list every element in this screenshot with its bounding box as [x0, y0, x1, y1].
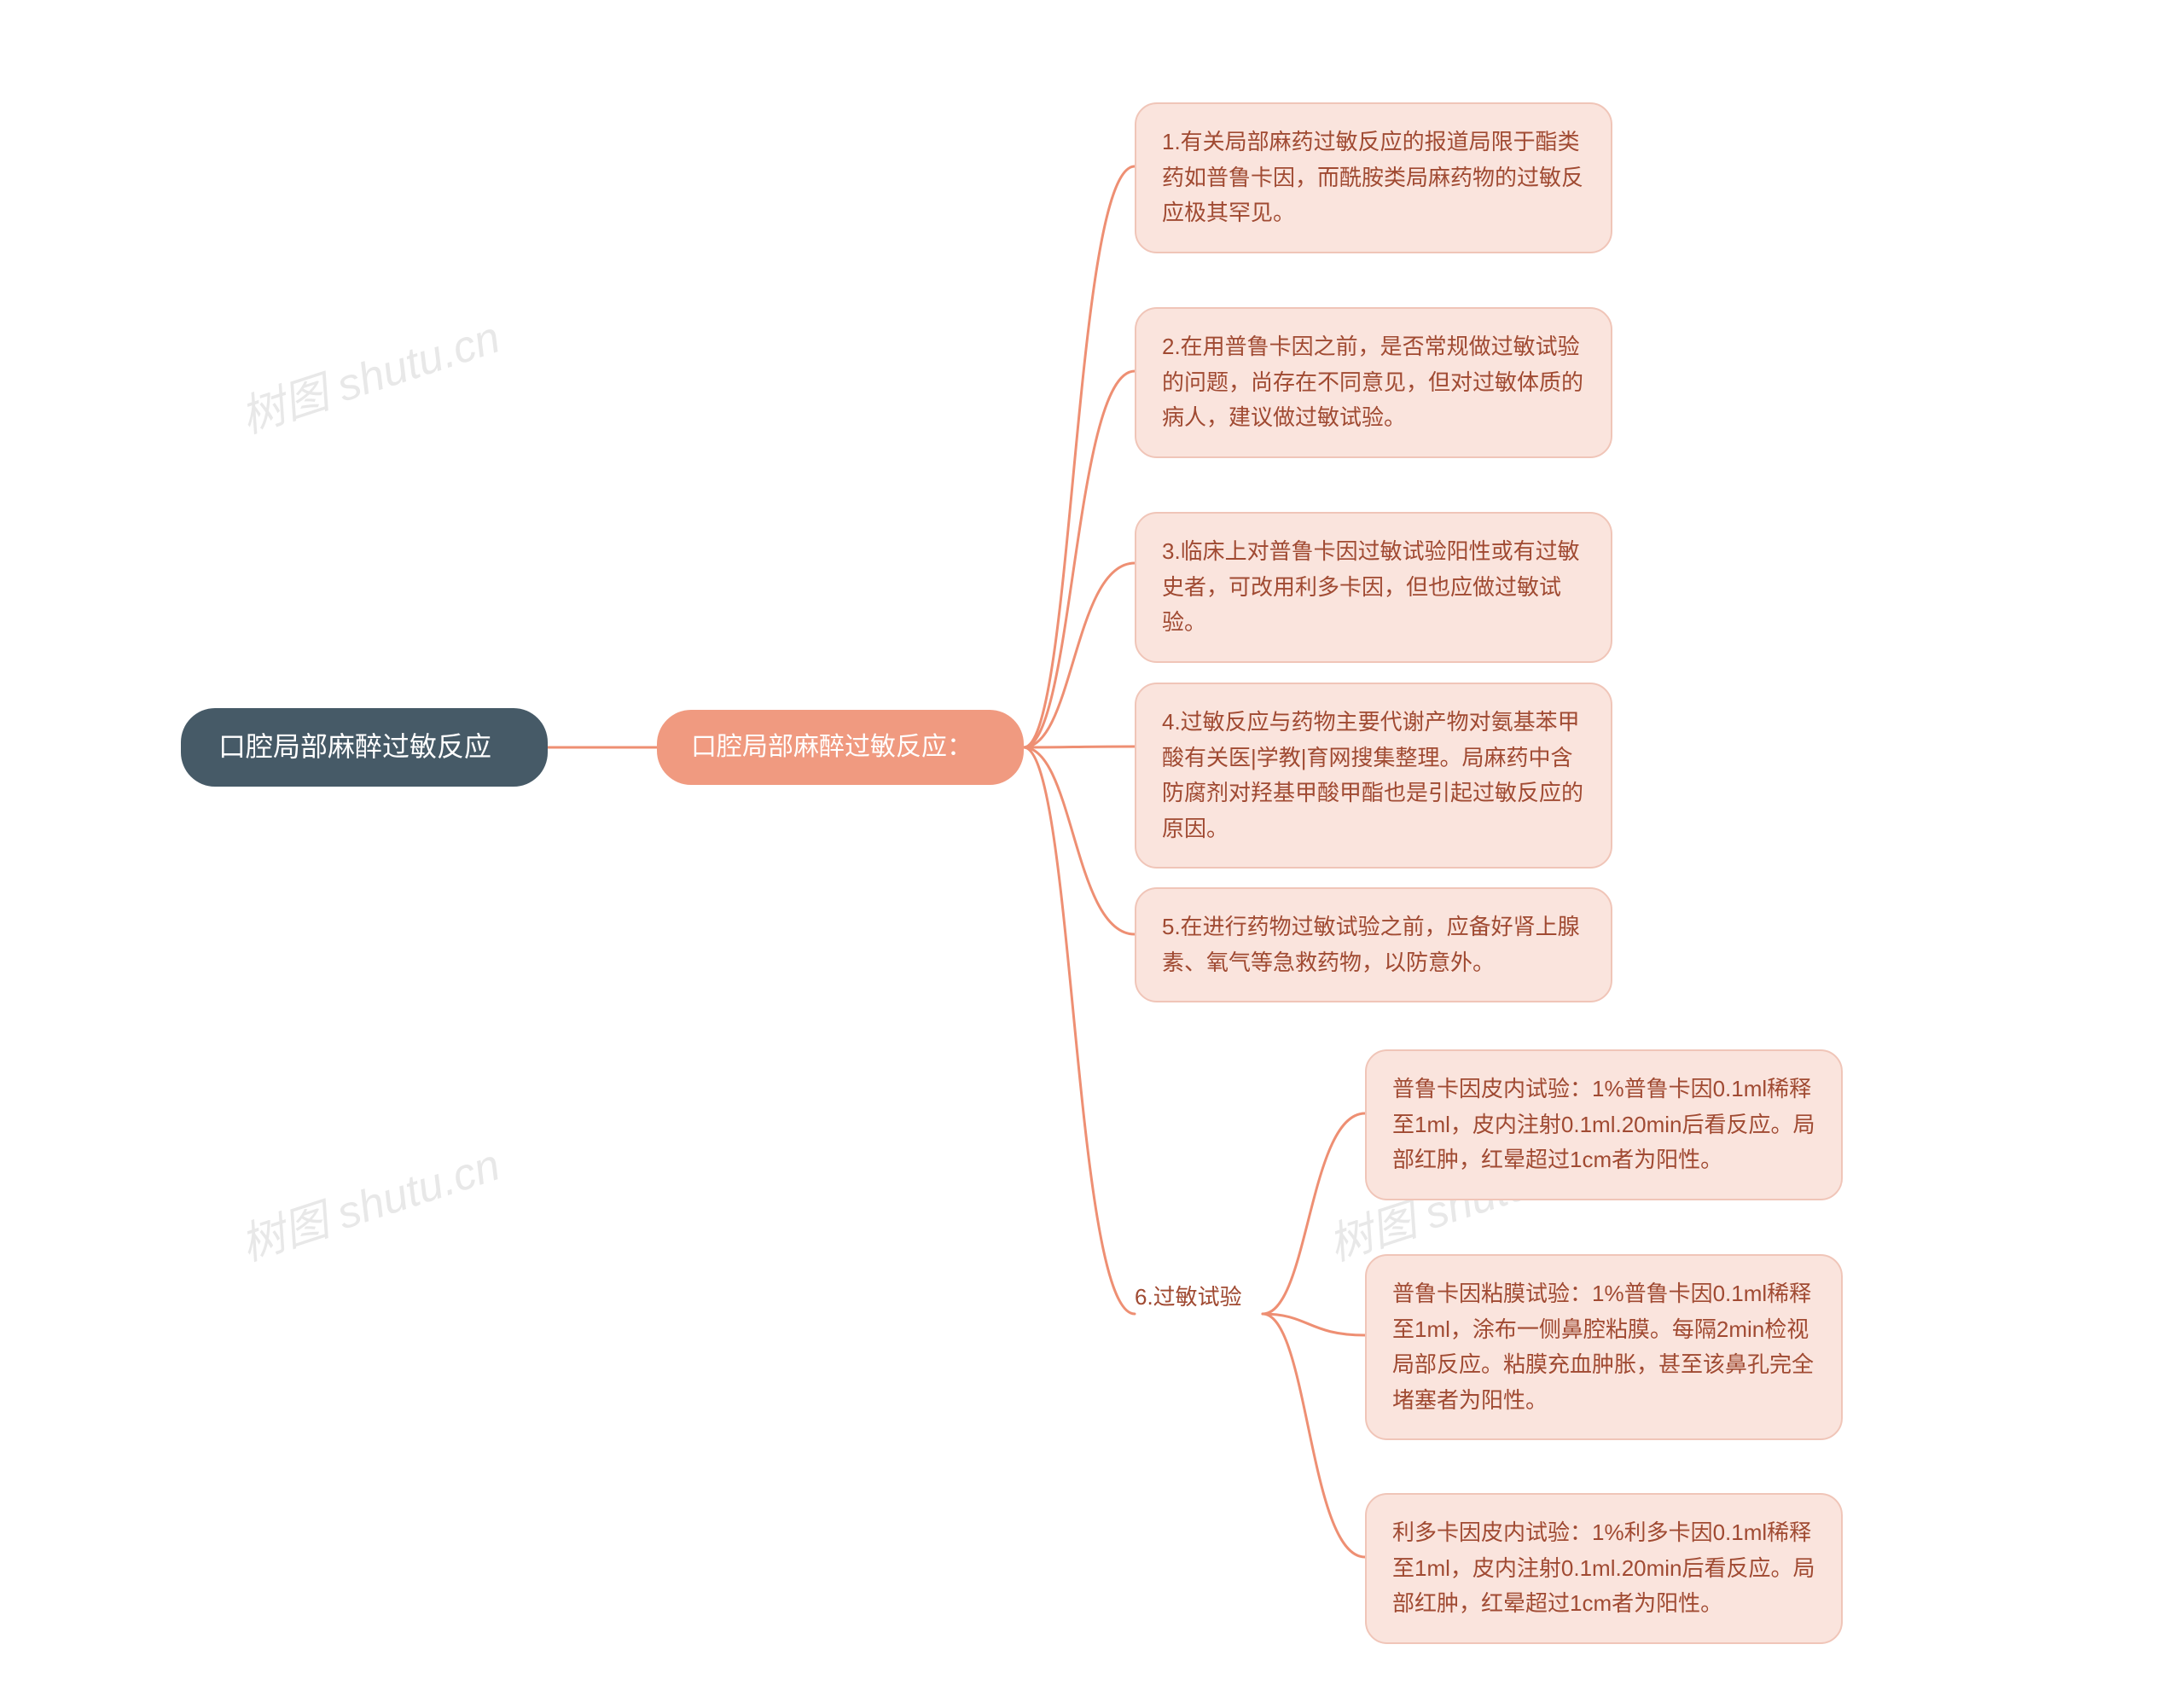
leaf-text: 6.过敏试验 [1135, 1284, 1242, 1310]
leaf-node-1: 1.有关局部麻药过敏反应的报道局限于酯类药如普鲁卡因，而酰胺类局麻药物的过敏反应… [1135, 102, 1612, 253]
watermark: 树图 shutu.cn [231, 301, 507, 445]
leaf-text: 1.有关局部麻药过敏反应的报道局限于酯类药如普鲁卡因，而酰胺类局麻药物的过敏反应… [1162, 125, 1585, 231]
leaf-text: 利多卡因皮内试验：1%利多卡因0.1ml稀释至1ml，皮内注射0.1ml.20m… [1392, 1515, 1815, 1622]
level1-node: 口腔局部麻醉过敏反应： [657, 710, 1024, 785]
leaf-text: 普鲁卡因粘膜试验：1%普鲁卡因0.1ml稀释至1ml，涂布一侧鼻腔粘膜。每隔2m… [1392, 1276, 1815, 1418]
leaf-text: 4.过敏反应与药物主要代谢产物对氨基苯甲酸有关医|学教|育网搜集整理。局麻药中含… [1162, 705, 1585, 846]
leaf-text: 2.在用普鲁卡因之前，是否常规做过敏试验的问题，尚存在不同意见，但对过敏体质的病… [1162, 329, 1585, 436]
root-node: 口腔局部麻醉过敏反应 [181, 708, 548, 787]
leaf-node-5: 5.在进行药物过敏试验之前，应备好肾上腺素、氧气等急救药物，以防意外。 [1135, 887, 1612, 1002]
sub-leaf-node-1: 普鲁卡因皮内试验：1%普鲁卡因0.1ml稀释至1ml，皮内注射0.1ml.20m… [1365, 1049, 1843, 1200]
leaf-text: 3.临床上对普鲁卡因过敏试验阳性或有过敏史者，可改用利多卡因，但也应做过敏试验。 [1162, 534, 1585, 641]
watermark: 树图 shutu.cn [231, 1129, 507, 1273]
leaf-text: 5.在进行药物过敏试验之前，应备好肾上腺素、氧气等急救药物，以防意外。 [1162, 909, 1585, 980]
leaf-text: 普鲁卡因皮内试验：1%普鲁卡因0.1ml稀释至1ml，皮内注射0.1ml.20m… [1392, 1072, 1815, 1178]
sub-leaf-node-2: 普鲁卡因粘膜试验：1%普鲁卡因0.1ml稀释至1ml，涂布一侧鼻腔粘膜。每隔2m… [1365, 1254, 1843, 1440]
sub-leaf-node-3: 利多卡因皮内试验：1%利多卡因0.1ml稀释至1ml，皮内注射0.1ml.20m… [1365, 1493, 1843, 1644]
leaf-node-2: 2.在用普鲁卡因之前，是否常规做过敏试验的问题，尚存在不同意见，但对过敏体质的病… [1135, 307, 1612, 458]
leaf-node-3: 3.临床上对普鲁卡因过敏试验阳性或有过敏史者，可改用利多卡因，但也应做过敏试验。 [1135, 512, 1612, 663]
root-label: 口腔局部麻醉过敏反应 [218, 725, 491, 769]
leaf-node-6-label: 6.过敏试验 [1135, 1280, 1242, 1311]
level1-label: 口腔局部麻醉过敏反应： [691, 727, 973, 768]
leaf-node-4: 4.过敏反应与药物主要代谢产物对氨基苯甲酸有关医|学教|育网搜集整理。局麻药中含… [1135, 683, 1612, 869]
mindmap-connectors [0, 0, 2184, 1685]
